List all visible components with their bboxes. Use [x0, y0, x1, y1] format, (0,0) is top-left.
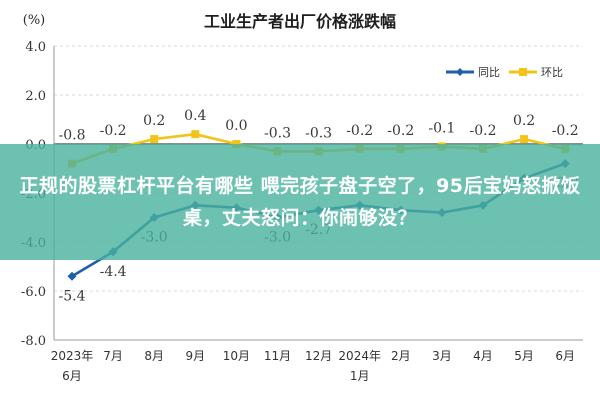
y-tick-label: 4.0 — [25, 40, 46, 55]
data-label: 0.2 — [513, 113, 535, 129]
x-tick-label: 6月 — [62, 369, 82, 383]
overlay-banner[interactable]: 正规的股票杠杆平台有哪些 喂完孩子盘子空了，95后宝妈怒掀饭桌，丈夫怒问：你闹够… — [0, 144, 600, 260]
data-label: -0.2 — [100, 123, 127, 139]
data-label: -4.4 — [100, 264, 127, 280]
y-tick-label: -8.0 — [21, 334, 46, 349]
legend-label-yoy: 同比 — [478, 66, 500, 79]
data-label: -0.3 — [264, 125, 291, 141]
data-label: -0.1 — [428, 120, 455, 136]
x-tick-label: 1月 — [350, 369, 370, 383]
x-tick-label: 2023年 — [51, 349, 94, 363]
x-tick-label: 7月 — [103, 349, 123, 363]
x-tick-label: 9月 — [185, 349, 205, 363]
data-label: -5.4 — [59, 288, 86, 304]
legend-label-mom: 环比 — [541, 66, 563, 79]
data-label: -0.2 — [552, 123, 579, 139]
x-tick-label: 3月 — [432, 349, 452, 363]
data-label: 0.0 — [225, 118, 247, 134]
x-tick-label: 2月 — [391, 349, 411, 363]
x-tick-label: 10月 — [223, 349, 250, 363]
data-point-mom — [191, 130, 200, 139]
x-tick-label: 4月 — [473, 349, 493, 363]
data-label: 0.2 — [143, 113, 165, 129]
y-tick-label: -6.0 — [21, 285, 46, 300]
y-tick-label: 2.0 — [25, 89, 46, 104]
x-tick-label: 5月 — [514, 349, 534, 363]
data-label: -0.2 — [387, 123, 414, 139]
legend-marker-mom — [519, 68, 527, 76]
data-point-mom — [150, 135, 159, 144]
data-point-mom — [520, 135, 529, 144]
x-tick-label: 6月 — [555, 349, 575, 363]
legend-marker-yoy — [456, 68, 464, 76]
x-tick-label: 12月 — [305, 349, 332, 363]
x-tick-label: 8月 — [144, 349, 164, 363]
x-tick-label: 11月 — [264, 349, 291, 363]
data-label: -0.2 — [470, 123, 497, 139]
data-label: 0.4 — [184, 108, 206, 124]
data-point-yoy — [67, 271, 77, 281]
overlay-text: 正规的股票杠杆平台有哪些 喂完孩子盘子空了，95后宝妈怒掀饭桌，丈夫怒问：你闹够… — [19, 175, 581, 229]
x-tick-label: 2024年 — [338, 349, 381, 363]
data-label: -0.2 — [346, 123, 373, 139]
data-label: -0.8 — [59, 128, 86, 144]
y-axis-unit: (%) — [23, 13, 46, 28]
data-label: -0.3 — [305, 125, 332, 141]
chart-title: 工业生产者出厂价格涨跌幅 — [204, 12, 396, 31]
